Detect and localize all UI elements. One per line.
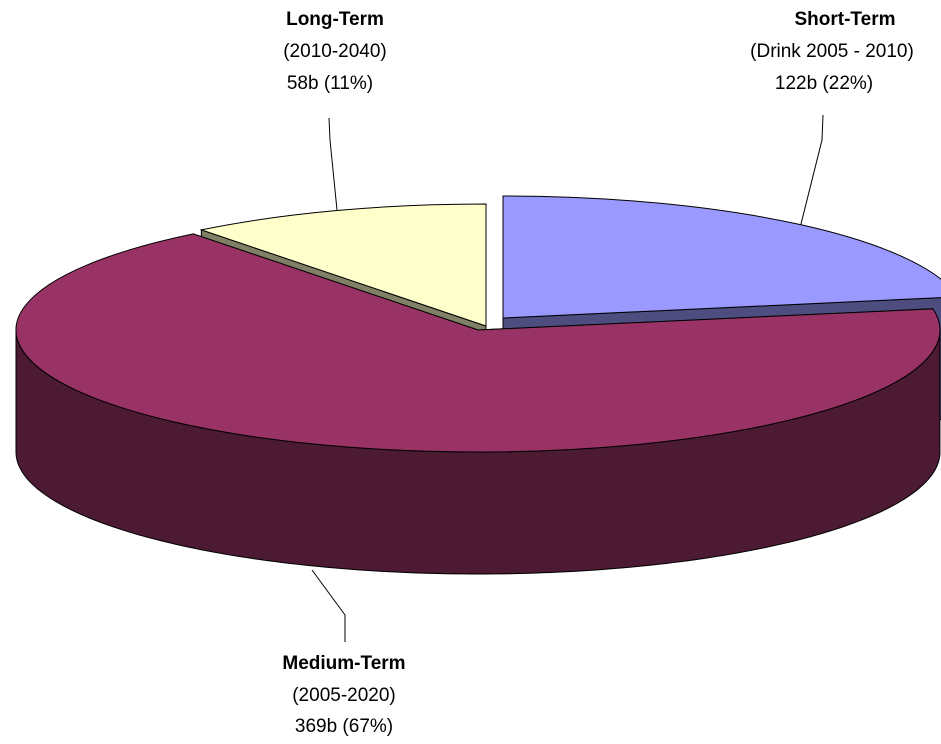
slice [15, 233, 941, 453]
leader-line [799, 114, 824, 229]
pie [15, 195, 941, 575]
slice-period: (2005-2020) [292, 685, 396, 706]
slice-name: Short-Term [795, 9, 896, 30]
leader-line [311, 569, 346, 642]
slice-name: Medium-Term [282, 653, 405, 674]
slice-name: Long-Term [286, 9, 384, 30]
slice-value-label: 58b (11%) [287, 73, 373, 94]
slice [199, 203, 487, 327]
slice-value-label: 122b (22%) [775, 73, 873, 94]
leader-line [328, 117, 338, 211]
slice-value-label: 369b (67%) [295, 716, 393, 737]
slice [502, 195, 941, 319]
slice-period: (Drink 2005 - 2010) [750, 41, 914, 62]
slice-period: (2010-2040) [283, 41, 387, 62]
